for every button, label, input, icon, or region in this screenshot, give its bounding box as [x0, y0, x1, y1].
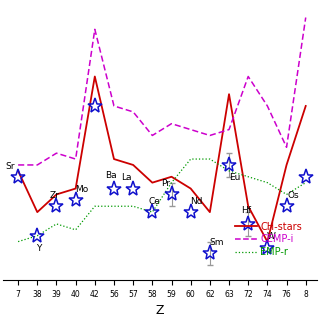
Text: Zr: Zr: [50, 191, 60, 200]
Text: Pr: Pr: [161, 179, 170, 188]
Text: Sr: Sr: [6, 162, 15, 171]
Text: Ba: Ba: [105, 171, 117, 180]
X-axis label: Z: Z: [156, 304, 164, 317]
Text: Nd: Nd: [190, 197, 203, 206]
Text: Os: Os: [287, 191, 299, 200]
Text: Sm: Sm: [209, 238, 224, 247]
Text: Y: Y: [36, 244, 42, 253]
Text: La: La: [121, 173, 132, 182]
Text: W: W: [267, 232, 276, 241]
Text: Hf: Hf: [241, 206, 251, 215]
Text: Ce: Ce: [148, 197, 160, 206]
Text: Mo: Mo: [75, 185, 88, 194]
Legend: CH-stars, CEMP-i, EMP-r: CH-stars, CEMP-i, EMP-r: [231, 218, 306, 261]
Text: Eu: Eu: [229, 173, 240, 182]
